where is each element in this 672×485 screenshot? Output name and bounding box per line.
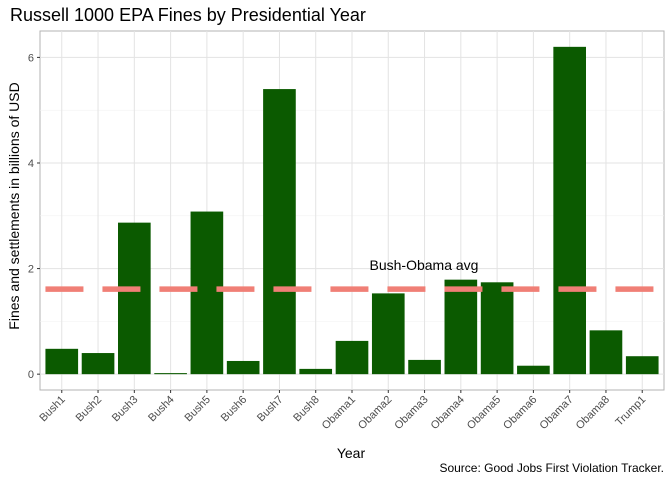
- x-tick-label: Obama1: [320, 394, 358, 432]
- x-tick-label: Obama6: [501, 394, 539, 432]
- y-axis: 0 2 4 6: [28, 52, 40, 381]
- bar-bush2: [81, 353, 115, 375]
- x-tick-label: Obama8: [574, 394, 612, 432]
- x-tick-label: Bush3: [110, 394, 141, 425]
- bar-bush3: [118, 222, 151, 375]
- x-tick-label: Bush8: [291, 394, 322, 425]
- y-tick-label: 6: [28, 52, 34, 64]
- x-tick-label: Bush1: [37, 394, 68, 425]
- y-axis-title: Fines and settlements in billions of USD: [6, 82, 22, 329]
- bar-obama6: [517, 365, 550, 375]
- bar-trump1: [625, 356, 659, 375]
- x-axis-title: Year: [337, 445, 366, 461]
- x-tick-label: Bush7: [255, 394, 286, 425]
- x-tick-label: Bush2: [74, 394, 105, 425]
- y-tick-label: 2: [28, 264, 34, 276]
- bar-bush8: [299, 368, 333, 375]
- bar-bush5: [190, 211, 224, 375]
- y-tick-label: 0: [28, 369, 34, 381]
- source-caption: Source: Good Jobs First Violation Tracke…: [439, 461, 664, 475]
- bar-obama8: [589, 330, 623, 375]
- bar-obama1: [335, 340, 369, 375]
- x-tick-label: Trump1: [613, 394, 648, 429]
- x-tick-label: Bush6: [219, 394, 250, 425]
- y-tick-label: 4: [28, 158, 34, 170]
- reference-line-label: Bush-Obama avg: [370, 257, 479, 273]
- x-tick-label: Bush5: [182, 394, 213, 425]
- bar-obama2: [371, 293, 405, 375]
- x-tick-label: Obama7: [537, 394, 575, 432]
- bar-bush6: [226, 360, 260, 375]
- x-tick-label: Obama5: [465, 394, 503, 432]
- x-tick-label: Obama4: [429, 394, 467, 432]
- x-tick-label: Obama3: [392, 394, 430, 432]
- chart-title: Russell 1000 EPA Fines by Presidential Y…: [10, 5, 366, 25]
- bar-obama7: [553, 46, 586, 375]
- bar-obama4: [444, 279, 478, 375]
- bar-bush7: [263, 89, 296, 375]
- bar-bush1: [45, 348, 79, 375]
- x-axis: Bush1 Bush2 Bush3 Bush4 Bush5 Bush6 Bush7 Bush8…: [37, 390, 648, 432]
- bar-bush4: [154, 373, 187, 375]
- bar-obama3: [408, 359, 441, 375]
- bar-obama5: [480, 282, 514, 375]
- x-tick-label: Bush4: [146, 394, 177, 425]
- bars: [45, 46, 659, 375]
- x-tick-label: Obama2: [356, 394, 394, 432]
